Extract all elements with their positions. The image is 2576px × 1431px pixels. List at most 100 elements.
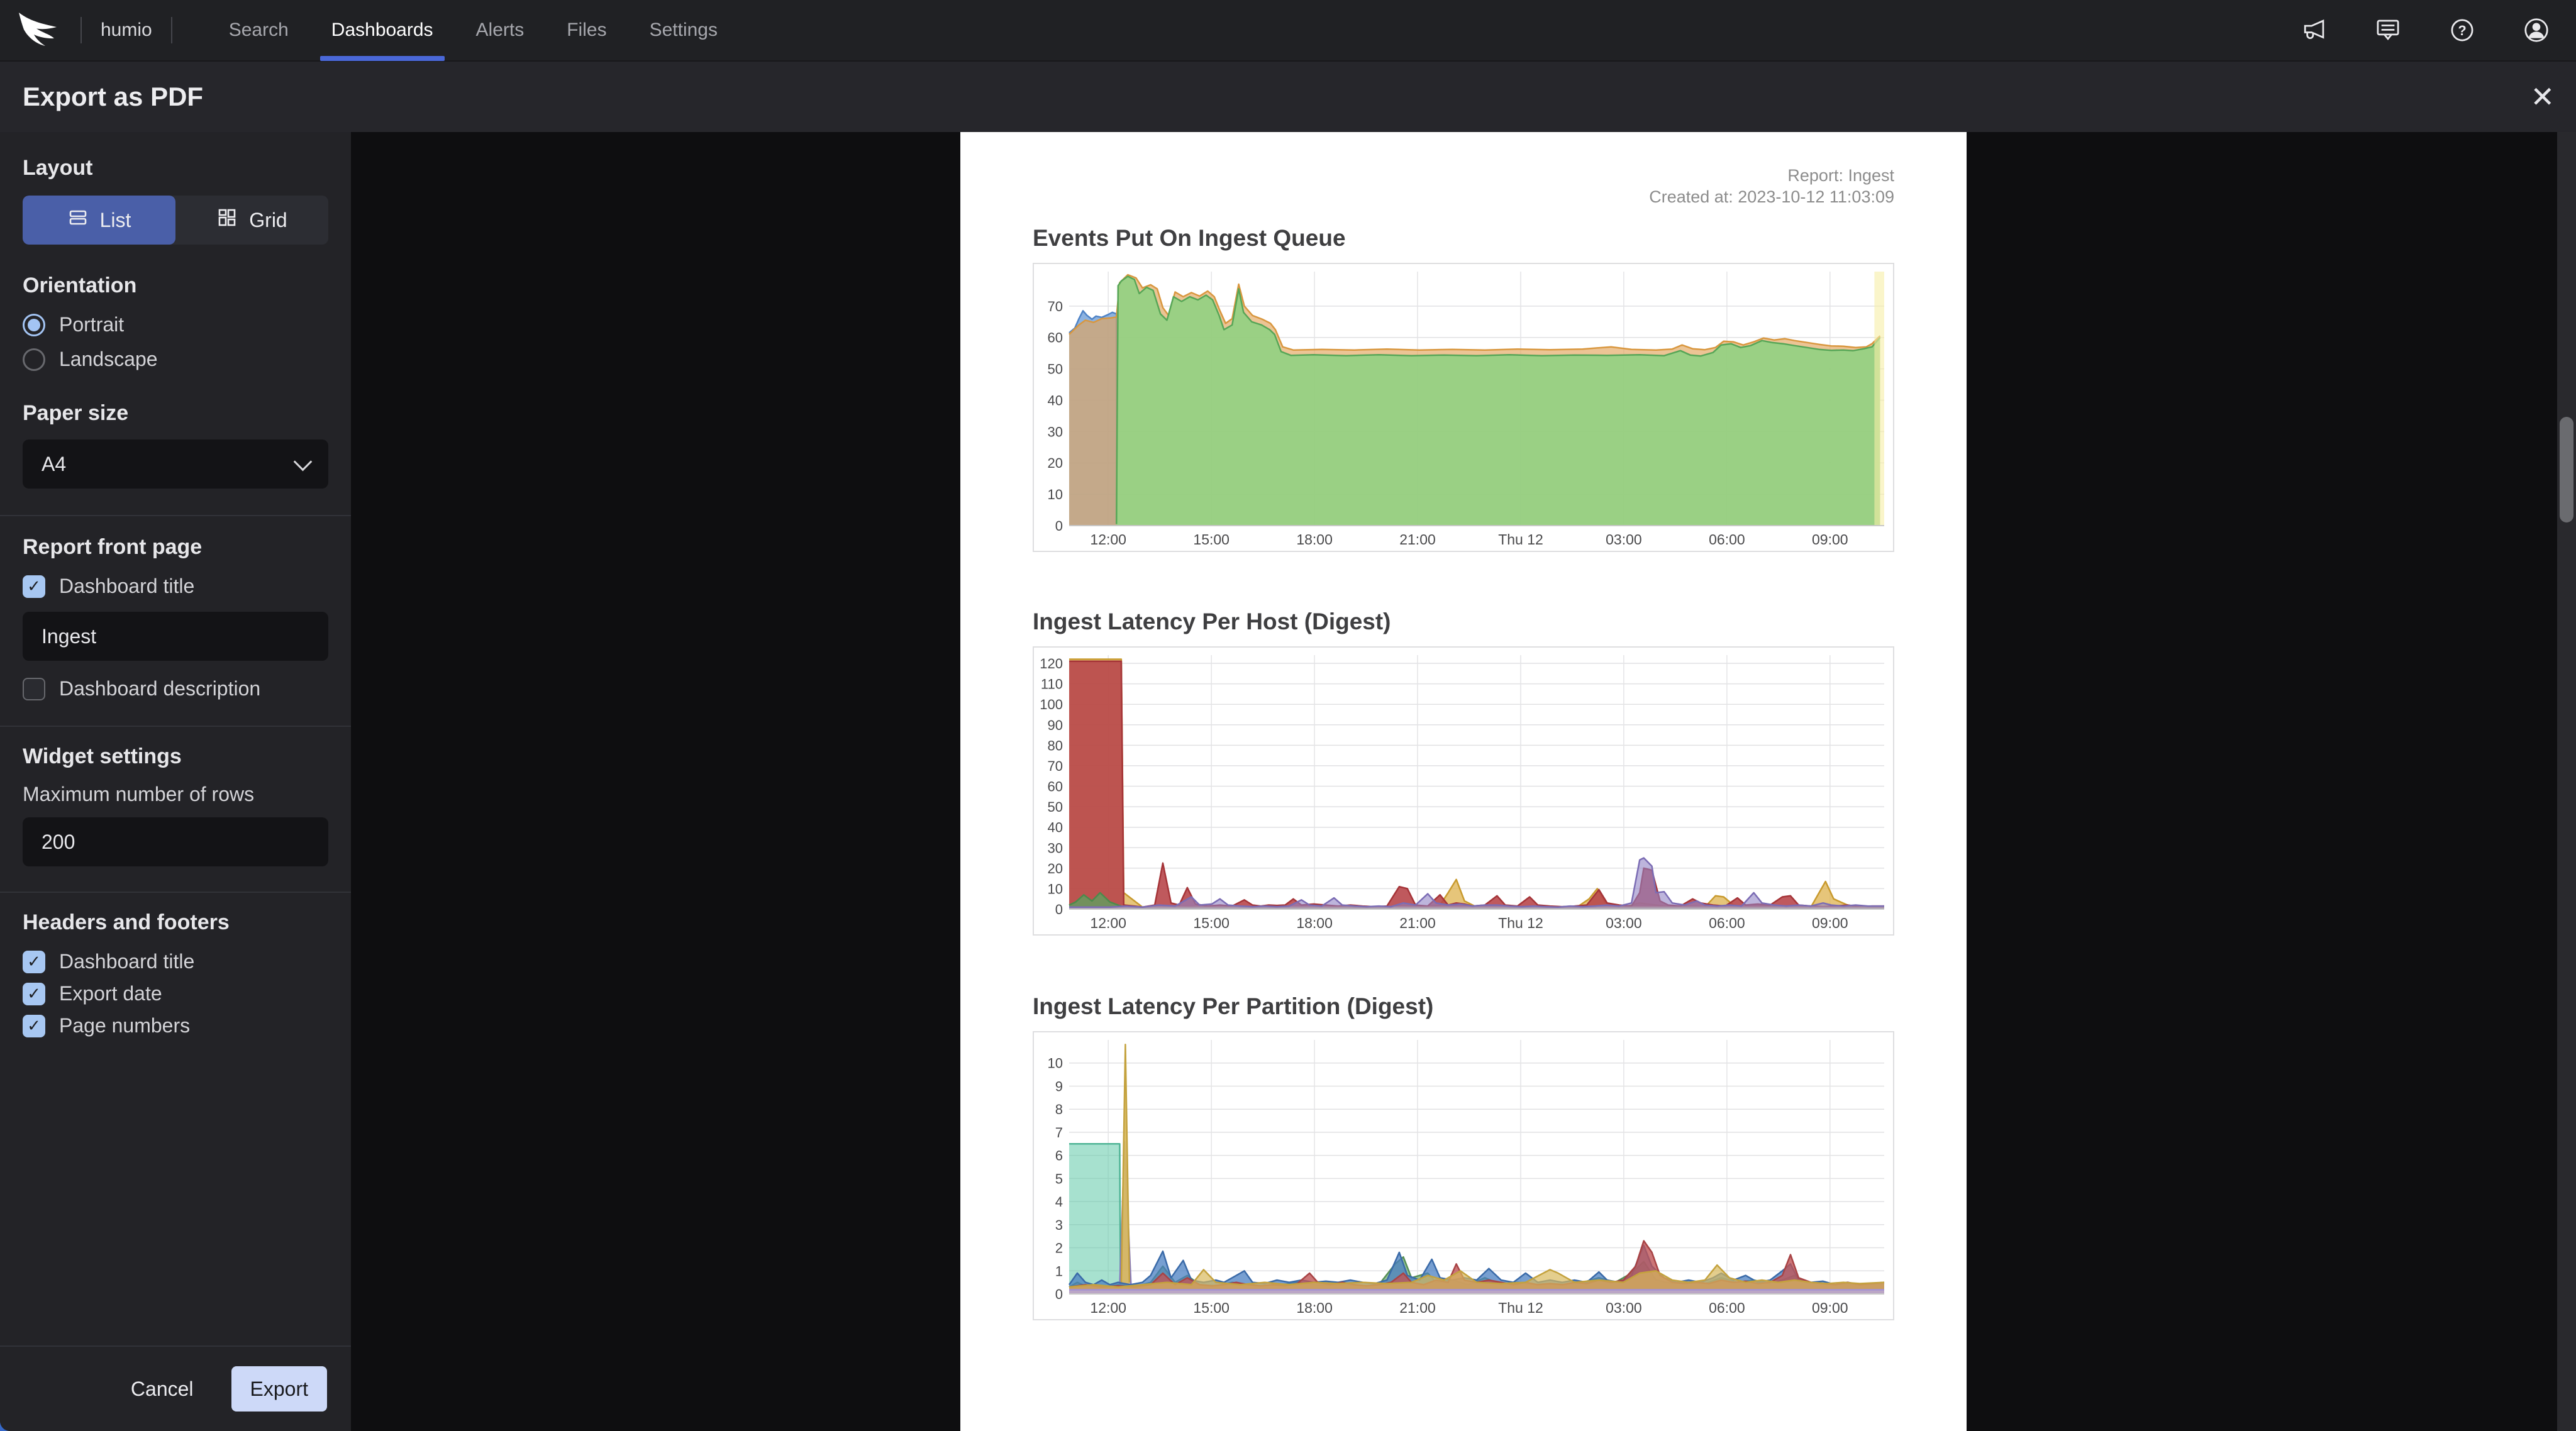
svg-text:18:00: 18:00	[1296, 1300, 1333, 1316]
report-label: Report: Ingest	[1787, 166, 1894, 185]
chart-title: Ingest Latency Per Host (Digest)	[1033, 609, 1391, 634]
checkbox-label: Page numbers	[59, 1014, 191, 1037]
nav-item-dashboards[interactable]: Dashboards	[319, 0, 445, 61]
widget-settings-heading: Widget settings	[23, 744, 182, 768]
checkbox-label: Dashboard description	[59, 677, 261, 700]
nav-item-search[interactable]: Search	[228, 19, 289, 40]
feedback-icon[interactable]	[2373, 16, 2402, 45]
megaphone-icon[interactable]	[2299, 16, 2328, 45]
area-chart-events-ingest-queue: 0 10 20 30 40 50 60 70 12:00 15:00 18:00 21:00 Thu 1…	[1033, 263, 1894, 552]
brand-label: humio	[101, 19, 152, 40]
nav-menu: Search Dashboards Alerts Files Settings	[208, 0, 739, 61]
widget-ingest-latency-per-partition: Ingest Latency Per Partition (Digest) 0 1…	[1033, 993, 1894, 1320]
pdf-preview-page: Report: Ingest Created at: 2023-10-12 11…	[960, 132, 1967, 1431]
dashboard-description-option[interactable]: ✓ Dashboard description	[23, 677, 328, 700]
nav-item-files[interactable]: Files	[567, 19, 607, 40]
svg-text:15:00: 15:00	[1193, 1300, 1230, 1316]
hf-export-date-option[interactable]: ✓ Export date	[23, 982, 328, 1005]
max-rows-label: Maximum number of rows	[23, 783, 255, 805]
svg-text:Thu 12: Thu 12	[1498, 1300, 1543, 1316]
svg-text:Thu 12: Thu 12	[1498, 531, 1543, 548]
orientation-portrait-option[interactable]: Portrait	[23, 313, 328, 336]
svg-text:10: 10	[1048, 1056, 1063, 1071]
top-nav: humio Search Dashboards Alerts Files Set…	[0, 0, 2576, 62]
radio-landscape[interactable]	[23, 348, 45, 371]
hf-page-numbers-option[interactable]: ✓ Page numbers	[23, 1014, 328, 1037]
orientation-landscape-option[interactable]: Landscape	[23, 348, 328, 371]
svg-text:80: 80	[1048, 738, 1063, 753]
svg-text:09:00: 09:00	[1812, 531, 1848, 548]
svg-text:1: 1	[1055, 1263, 1063, 1279]
svg-text:09:00: 09:00	[1812, 1300, 1848, 1316]
layout-toggle: List Grid	[23, 196, 328, 245]
checkbox-label: Dashboard title	[59, 950, 195, 973]
svg-text:30: 30	[1048, 840, 1063, 856]
crowdstrike-falcon-logo[interactable]	[16, 9, 62, 52]
section-divider	[0, 515, 351, 516]
radio-label: Landscape	[59, 348, 158, 370]
layout-option-grid[interactable]: Grid	[175, 196, 328, 245]
account-icon[interactable]	[2522, 16, 2551, 45]
svg-text:21:00: 21:00	[1399, 915, 1436, 931]
svg-text:12:00: 12:00	[1090, 1300, 1126, 1316]
radio-label: Portrait	[59, 313, 125, 336]
grid-icon	[216, 207, 238, 233]
svg-text:4: 4	[1055, 1194, 1063, 1210]
svg-text:03:00: 03:00	[1606, 531, 1642, 548]
svg-text:06:00: 06:00	[1709, 531, 1745, 548]
export-settings-sidebar: Layout List Grid Orientation	[0, 132, 351, 1431]
chevron-down-icon	[293, 452, 313, 471]
paper-size-select[interactable]: A4	[23, 439, 328, 489]
radio-portrait[interactable]	[23, 313, 45, 336]
dashboard-title-option[interactable]: ✓ Dashboard title	[23, 575, 328, 598]
hf-dashboard-title-option[interactable]: ✓ Dashboard title	[23, 950, 328, 973]
svg-text:10: 10	[1048, 487, 1063, 502]
svg-text:15:00: 15:00	[1193, 531, 1230, 548]
svg-text:3: 3	[1055, 1217, 1063, 1233]
svg-text:21:00: 21:00	[1399, 531, 1436, 548]
export-modal-header: Export as PDF ✕	[0, 62, 2576, 132]
checkbox-export-date[interactable]: ✓	[23, 982, 45, 1005]
svg-text:7: 7	[1055, 1125, 1063, 1141]
svg-text:110: 110	[1041, 677, 1063, 692]
chart-title: Ingest Latency Per Partition (Digest)	[1033, 993, 1434, 1019]
svg-text:60: 60	[1048, 330, 1063, 346]
checkbox-dashboard-description[interactable]: ✓	[23, 677, 45, 700]
section-divider	[0, 726, 351, 727]
checkbox-page-numbers[interactable]: ✓	[23, 1014, 45, 1037]
checkbox-hf-dashboard-title[interactable]: ✓	[23, 950, 45, 973]
checkbox-dashboard-title[interactable]: ✓	[23, 575, 45, 598]
svg-text:06:00: 06:00	[1709, 915, 1745, 931]
layout-option-label: Grid	[249, 208, 287, 231]
svg-text:0: 0	[1055, 518, 1063, 534]
cancel-button[interactable]: Cancel	[130, 1377, 194, 1400]
scrollbar-track[interactable]	[2557, 132, 2576, 1431]
svg-text:09:00: 09:00	[1812, 915, 1848, 931]
max-rows-input[interactable]: 200	[23, 817, 328, 866]
layout-option-list[interactable]: List	[23, 196, 175, 245]
close-icon[interactable]: ✕	[2530, 80, 2555, 113]
headers-footers-heading: Headers and footers	[23, 910, 230, 934]
svg-text:12:00: 12:00	[1090, 915, 1126, 931]
nav-item-alerts[interactable]: Alerts	[475, 19, 525, 40]
area-chart-latency-per-partition: 0 1 2 3 4 5 6 7 8 9 10 12:00 15:00 18:00 21:00 Thu 12 03…	[1033, 1031, 1894, 1320]
export-button[interactable]: Export	[231, 1366, 327, 1412]
report-front-page-heading: Report front page	[23, 535, 203, 559]
svg-text:06:00: 06:00	[1709, 1300, 1745, 1316]
svg-text:18:00: 18:00	[1296, 915, 1333, 931]
help-icon[interactable]: ?	[2448, 16, 2477, 45]
paper-size-heading: Paper size	[23, 401, 129, 425]
checkbox-label: Export date	[59, 982, 162, 1005]
layout-heading: Layout	[23, 156, 93, 180]
list-icon	[67, 207, 89, 233]
chart-title: Events Put On Ingest Queue	[1033, 225, 1346, 251]
svg-text:?: ?	[2458, 23, 2466, 38]
svg-text:0: 0	[1055, 1286, 1063, 1302]
svg-text:21:00: 21:00	[1399, 1300, 1436, 1316]
modal-title: Export as PDF	[23, 82, 204, 111]
svg-text:12:00: 12:00	[1090, 531, 1126, 548]
dashboard-title-input[interactable]: Ingest	[23, 612, 328, 661]
nav-item-settings[interactable]: Settings	[649, 19, 718, 40]
scrollbar-thumb[interactable]	[2560, 417, 2573, 522]
widget-events-put-on-ingest-queue: Events Put On Ingest Queue 0 10 20 30 40 50 60…	[1033, 225, 1894, 552]
